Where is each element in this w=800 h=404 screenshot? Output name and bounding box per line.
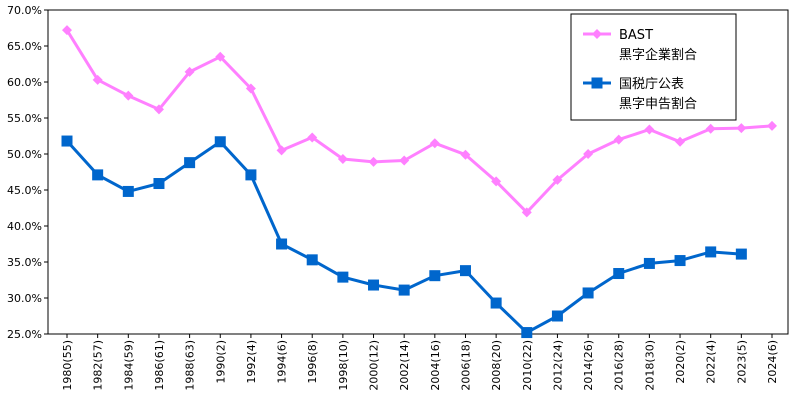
data-point: [735, 248, 747, 260]
data-point: [123, 90, 134, 101]
x-tick-label: 1998(10): [337, 340, 350, 391]
x-tick-label: 2004(16): [429, 340, 442, 391]
data-point: [460, 149, 471, 160]
data-point: [675, 136, 686, 147]
data-point: [521, 207, 532, 218]
x-tick-label: 2020(2): [674, 340, 687, 384]
data-point: [276, 145, 287, 156]
data-point: [307, 132, 318, 143]
data-point: [92, 74, 103, 85]
data-point: [705, 123, 716, 134]
data-point: [644, 124, 655, 135]
x-tick-label: 1982(57): [92, 340, 105, 391]
data-point: [214, 136, 226, 148]
data-point: [122, 185, 134, 197]
x-tick-label: 1996(8): [306, 340, 319, 384]
data-point: [583, 149, 594, 159]
data-point: [276, 238, 288, 250]
y-tick-label: 60.0%: [7, 76, 42, 89]
x-tick-label: 2014(26): [582, 340, 595, 391]
x-tick-label: 2023(5): [735, 340, 748, 384]
data-point: [582, 287, 594, 299]
data-point: [306, 254, 318, 266]
data-point: [643, 257, 655, 269]
data-point: [491, 176, 502, 187]
y-tick-label: 30.0%: [7, 292, 42, 305]
data-point: [521, 327, 533, 339]
data-point: [337, 271, 349, 283]
x-tick-label: 1994(6): [276, 340, 289, 384]
x-tick-label: 2006(18): [459, 340, 472, 391]
y-tick-label: 25.0%: [7, 328, 42, 341]
legend-entry-1: BAST 黒字企業割合: [583, 28, 697, 63]
x-tick-label: 1988(63): [184, 340, 197, 391]
data-point: [398, 284, 410, 296]
data-point: [552, 174, 563, 185]
series-2: [61, 135, 747, 339]
y-tick-label: 65.0%: [7, 40, 42, 53]
x-tick-label: 2012(24): [551, 340, 564, 391]
data-point: [184, 66, 195, 77]
data-point: [490, 297, 502, 309]
data-point: [459, 265, 471, 277]
data-point: [429, 138, 440, 149]
x-tick-label: 2016(28): [613, 340, 626, 391]
series-1: [62, 25, 777, 218]
legend-label: 国税庁公表: [619, 77, 684, 92]
x-tick-label: 2002(14): [398, 340, 411, 391]
x-tick-label: 2018(30): [643, 340, 656, 391]
y-tick-label: 50.0%: [7, 148, 42, 161]
y-tick-label: 40.0%: [7, 220, 42, 233]
x-tick-label: 2008(20): [490, 340, 503, 391]
data-point: [92, 169, 104, 181]
plot-area-border: [47, 9, 789, 335]
x-tick-label: 1986(61): [153, 340, 166, 391]
legend-label: BAST: [619, 28, 653, 43]
series-1-line: [65, 29, 773, 214]
data-point: [337, 154, 348, 165]
x-tick-label: 1992(4): [245, 340, 258, 384]
legend-marker: [592, 29, 602, 39]
y-tick-label: 45.0%: [7, 184, 42, 197]
x-tick-label: 1984(59): [122, 340, 135, 391]
legend-label: 黒字企業割合: [619, 47, 697, 63]
data-point: [429, 270, 441, 282]
data-point: [215, 51, 226, 62]
legend-marker: [591, 77, 603, 89]
y-tick-label: 55.0%: [7, 112, 42, 125]
data-point: [61, 135, 73, 147]
data-point: [613, 268, 625, 280]
data-point: [153, 104, 164, 115]
x-tick-label: 1990(2): [214, 340, 227, 384]
x-tick-label: 2022(4): [705, 340, 718, 384]
data-point: [368, 156, 379, 167]
data-point: [153, 178, 165, 190]
data-point: [368, 279, 380, 291]
y-tick-label: 35.0%: [7, 256, 42, 269]
data-point: [767, 120, 777, 131]
data-point: [551, 310, 563, 322]
data-point: [674, 255, 686, 267]
y-tick-label: 70.0%: [7, 4, 42, 17]
data-point: [399, 155, 410, 166]
data-point: [245, 169, 257, 181]
data-point: [184, 157, 196, 169]
x-tick-label: 2024(6): [766, 340, 779, 384]
x-tick-label: 2010(22): [521, 340, 534, 391]
data-point: [705, 246, 717, 258]
data-point: [736, 123, 747, 134]
x-tick-label: 2000(12): [368, 340, 381, 391]
legend-label: 黒字申告割合: [619, 96, 697, 112]
x-tick-label: 1980(55): [61, 340, 74, 391]
series-layer: [61, 25, 777, 339]
data-point: [245, 83, 256, 94]
data-point: [62, 25, 72, 36]
axes: 25.0% 30.0% 35.0% 40.0% 45.0% 50.0% 55.0% 60.0%…: [7, 4, 789, 391]
data-point: [613, 134, 624, 145]
